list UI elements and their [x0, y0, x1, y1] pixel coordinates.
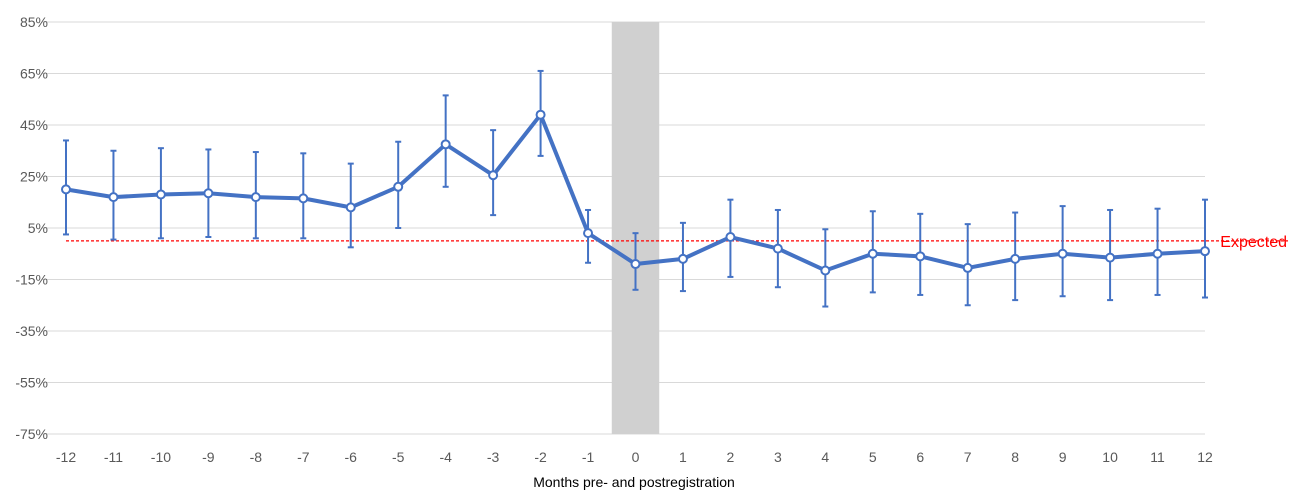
data-point: [915, 251, 926, 262]
data-point: [820, 265, 831, 276]
data-point: [298, 193, 309, 204]
x-tick-label: -5: [392, 449, 405, 465]
data-point: [488, 170, 499, 181]
x-tick-label: -7: [297, 449, 310, 465]
x-tick-label: -6: [345, 449, 358, 465]
shaded-band: [611, 22, 660, 434]
x-tick-label: -11: [104, 449, 123, 465]
data-point: [583, 228, 594, 239]
x-tick-label: -4: [439, 449, 452, 465]
y-tick-label: -75%: [15, 426, 48, 442]
x-tick-label: -9: [202, 449, 215, 465]
reference-line-group: Expected: [66, 234, 1288, 251]
y-tick-label: -15%: [15, 272, 48, 288]
data-point: [1200, 246, 1210, 257]
x-tick-label: 1: [679, 449, 687, 465]
data-point: [61, 184, 71, 195]
x-tick-label: 11: [1150, 449, 1165, 465]
y-tick-label: 25%: [20, 169, 48, 185]
x-tick-label: -1: [582, 449, 595, 465]
x-tick-label: -2: [534, 449, 547, 465]
x-tick-label: 6: [916, 449, 924, 465]
y-tick-label: 5%: [28, 220, 48, 236]
y-tick-label: 85%: [20, 14, 48, 30]
data-point: [440, 139, 451, 150]
x-tick-label: -10: [151, 449, 171, 465]
x-tick-label: 4: [821, 449, 829, 465]
data-point: [155, 189, 166, 200]
data-points: [61, 109, 1210, 276]
x-axis-ticks: -12 -11 -10 -9 -8 -7 -6 -5 -4 -3 -2 -1 0 1 2 3 4 5 6 7 8 9 10 1…: [56, 449, 1213, 465]
reference-line-label: Expected: [1220, 234, 1287, 251]
y-tick-label: -55%: [15, 375, 48, 391]
y-tick-label: -35%: [15, 323, 48, 339]
data-point: [772, 243, 783, 254]
data-point: [1105, 252, 1116, 263]
x-tick-label: -8: [250, 449, 263, 465]
x-tick-label: 2: [727, 449, 735, 465]
y-tick-label: 45%: [20, 117, 48, 133]
data-point: [1057, 248, 1068, 259]
x-tick-label: 7: [964, 449, 972, 465]
data-point: [345, 202, 356, 213]
x-tick-label: 8: [1011, 449, 1019, 465]
x-tick-label: 10: [1102, 449, 1118, 465]
data-point: [1152, 248, 1163, 259]
data-point: [725, 232, 736, 243]
y-tick-label: 65%: [20, 66, 48, 82]
x-tick-label: 5: [869, 449, 877, 465]
data-point: [203, 188, 214, 199]
data-point: [108, 192, 119, 203]
data-point: [250, 192, 261, 203]
shaded-band-rect: [611, 22, 660, 434]
data-point: [1010, 253, 1021, 264]
data-point: [535, 109, 546, 120]
x-tick-label: -3: [487, 449, 500, 465]
x-tick-label: 3: [774, 449, 782, 465]
y-axis-ticks: 85% 65% 45% 25% 5% -15% -35% -55% -75%: [15, 14, 48, 442]
x-axis-title: Months pre- and postregistration: [533, 474, 735, 490]
data-point: [630, 259, 641, 270]
x-tick-label: 0: [632, 449, 640, 465]
x-tick-label: 9: [1059, 449, 1067, 465]
x-tick-label: -12: [56, 449, 76, 465]
data-point: [867, 248, 878, 259]
data-point: [962, 262, 973, 273]
data-point: [393, 181, 404, 192]
x-tick-label: 12: [1197, 449, 1213, 465]
data-point: [677, 253, 688, 264]
